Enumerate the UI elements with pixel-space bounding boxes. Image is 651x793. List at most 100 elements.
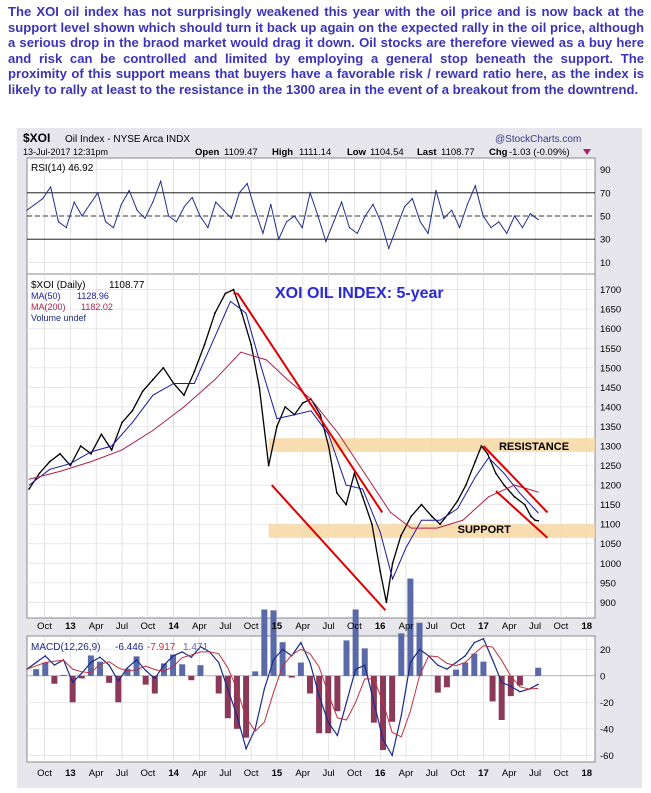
price-point — [335, 492, 338, 494]
macd-histogram-bar — [270, 610, 277, 676]
x-tick-label: Oct — [554, 621, 569, 632]
ma-point — [310, 398, 312, 400]
rsi-point — [458, 227, 461, 229]
macd-point — [418, 648, 421, 650]
x-tick-label: Oct — [140, 768, 155, 779]
macd-point — [500, 681, 503, 684]
ma-point — [229, 300, 231, 302]
x-tick-label: Oct — [554, 768, 569, 779]
macd-point — [391, 754, 393, 757]
y-tick-label: 1200 — [600, 481, 621, 492]
ma-point — [488, 496, 490, 498]
ma50-legend-value: 1128.96 — [77, 291, 109, 301]
price-point — [301, 402, 304, 404]
rsi-point — [537, 218, 539, 221]
x-tick-label: Oct — [450, 768, 465, 779]
rsi-point — [128, 189, 130, 192]
ma-point — [439, 519, 441, 521]
price-point — [420, 503, 423, 506]
macd-histogram-bar — [97, 661, 104, 676]
macd-point — [409, 661, 412, 664]
ma200-legend: MA(200) — [31, 302, 66, 312]
macd-histogram-bar — [69, 675, 76, 703]
rsi-point — [223, 209, 225, 211]
rsi-line — [26, 179, 539, 251]
macd-legend-hist: 1.471 — [183, 642, 208, 653]
rsi-point — [49, 186, 52, 188]
ma-point — [193, 382, 195, 384]
x-tick-label: Jul — [529, 768, 541, 779]
macd-histogram-bar — [215, 675, 222, 694]
macd-histogram-bar — [106, 675, 113, 683]
price-zone — [268, 524, 595, 538]
macd-point — [537, 683, 539, 686]
price-point — [410, 515, 413, 518]
rsi-point — [270, 203, 272, 205]
open-label: Open — [195, 147, 219, 158]
x-tick-label: Apr — [192, 621, 207, 632]
x-tick-label: 17 — [478, 768, 489, 779]
price-point — [90, 452, 92, 455]
ma-point — [405, 547, 407, 549]
ma-point — [474, 476, 476, 478]
macd-point — [473, 641, 475, 644]
price-point — [327, 445, 330, 447]
rsi-point — [443, 217, 445, 219]
macd-point — [81, 672, 83, 674]
rsi-point — [136, 209, 138, 211]
price-point — [267, 464, 270, 467]
price-point — [38, 472, 41, 475]
rsi-point — [301, 227, 303, 229]
price-point — [503, 484, 506, 486]
ma-point — [436, 527, 438, 529]
y-tick-label: 1650 — [600, 305, 621, 316]
ma-point — [245, 312, 247, 314]
x-tick-label: Oct — [347, 768, 362, 779]
macd-point — [163, 664, 165, 666]
rsi-point — [521, 227, 524, 229]
x-tick-label: 13 — [65, 621, 76, 632]
rsi-point — [73, 201, 75, 203]
price-point — [141, 390, 144, 393]
x-tick-label: Apr — [192, 768, 207, 779]
price-point — [379, 570, 382, 572]
x-tick-label: Jul — [322, 621, 334, 632]
price-point — [494, 472, 497, 475]
macd-point — [126, 667, 129, 669]
price-point — [203, 343, 206, 346]
high-label: High — [272, 147, 293, 158]
macd-histogram-bar — [243, 675, 250, 738]
annotation-layer: RESISTANCE SUPPORT — [233, 292, 569, 611]
x-tick-label: 15 — [272, 621, 283, 632]
article-commentary: The XOI oil index has not surprisingly w… — [8, 4, 644, 97]
rsi-point — [246, 182, 248, 185]
price-point — [371, 523, 373, 526]
price-point — [250, 343, 253, 346]
ma-point — [90, 461, 92, 463]
ma-point — [328, 433, 330, 435]
rsi-point — [317, 215, 319, 217]
macd-point — [309, 661, 311, 664]
ma-point — [338, 433, 340, 435]
macd-point — [135, 659, 138, 661]
price-point — [110, 449, 113, 451]
rsi-point — [278, 238, 280, 240]
ma-point — [310, 410, 312, 412]
price-point — [465, 484, 467, 486]
price-point — [534, 519, 537, 522]
price-point — [48, 460, 51, 463]
macd-histogram-bar — [352, 609, 359, 676]
macd-histogram-bar — [325, 675, 332, 734]
y-tick-label: -20 — [600, 698, 614, 709]
y-tick-label: 1050 — [600, 539, 621, 550]
ma-point — [513, 484, 515, 486]
price-point — [258, 386, 261, 389]
price-zone — [268, 438, 595, 452]
rsi-point — [411, 198, 413, 200]
rsi-point — [81, 215, 83, 217]
chart-canvas: $XOI Oil Index - NYSE Arca INDX @StockCh… — [23, 131, 621, 779]
x-tick-label: 15 — [272, 768, 283, 779]
zone-label: RESISTANCE — [499, 441, 569, 453]
y-tick-label: 10 — [600, 258, 611, 269]
x-tick-label: 17 — [478, 621, 489, 632]
